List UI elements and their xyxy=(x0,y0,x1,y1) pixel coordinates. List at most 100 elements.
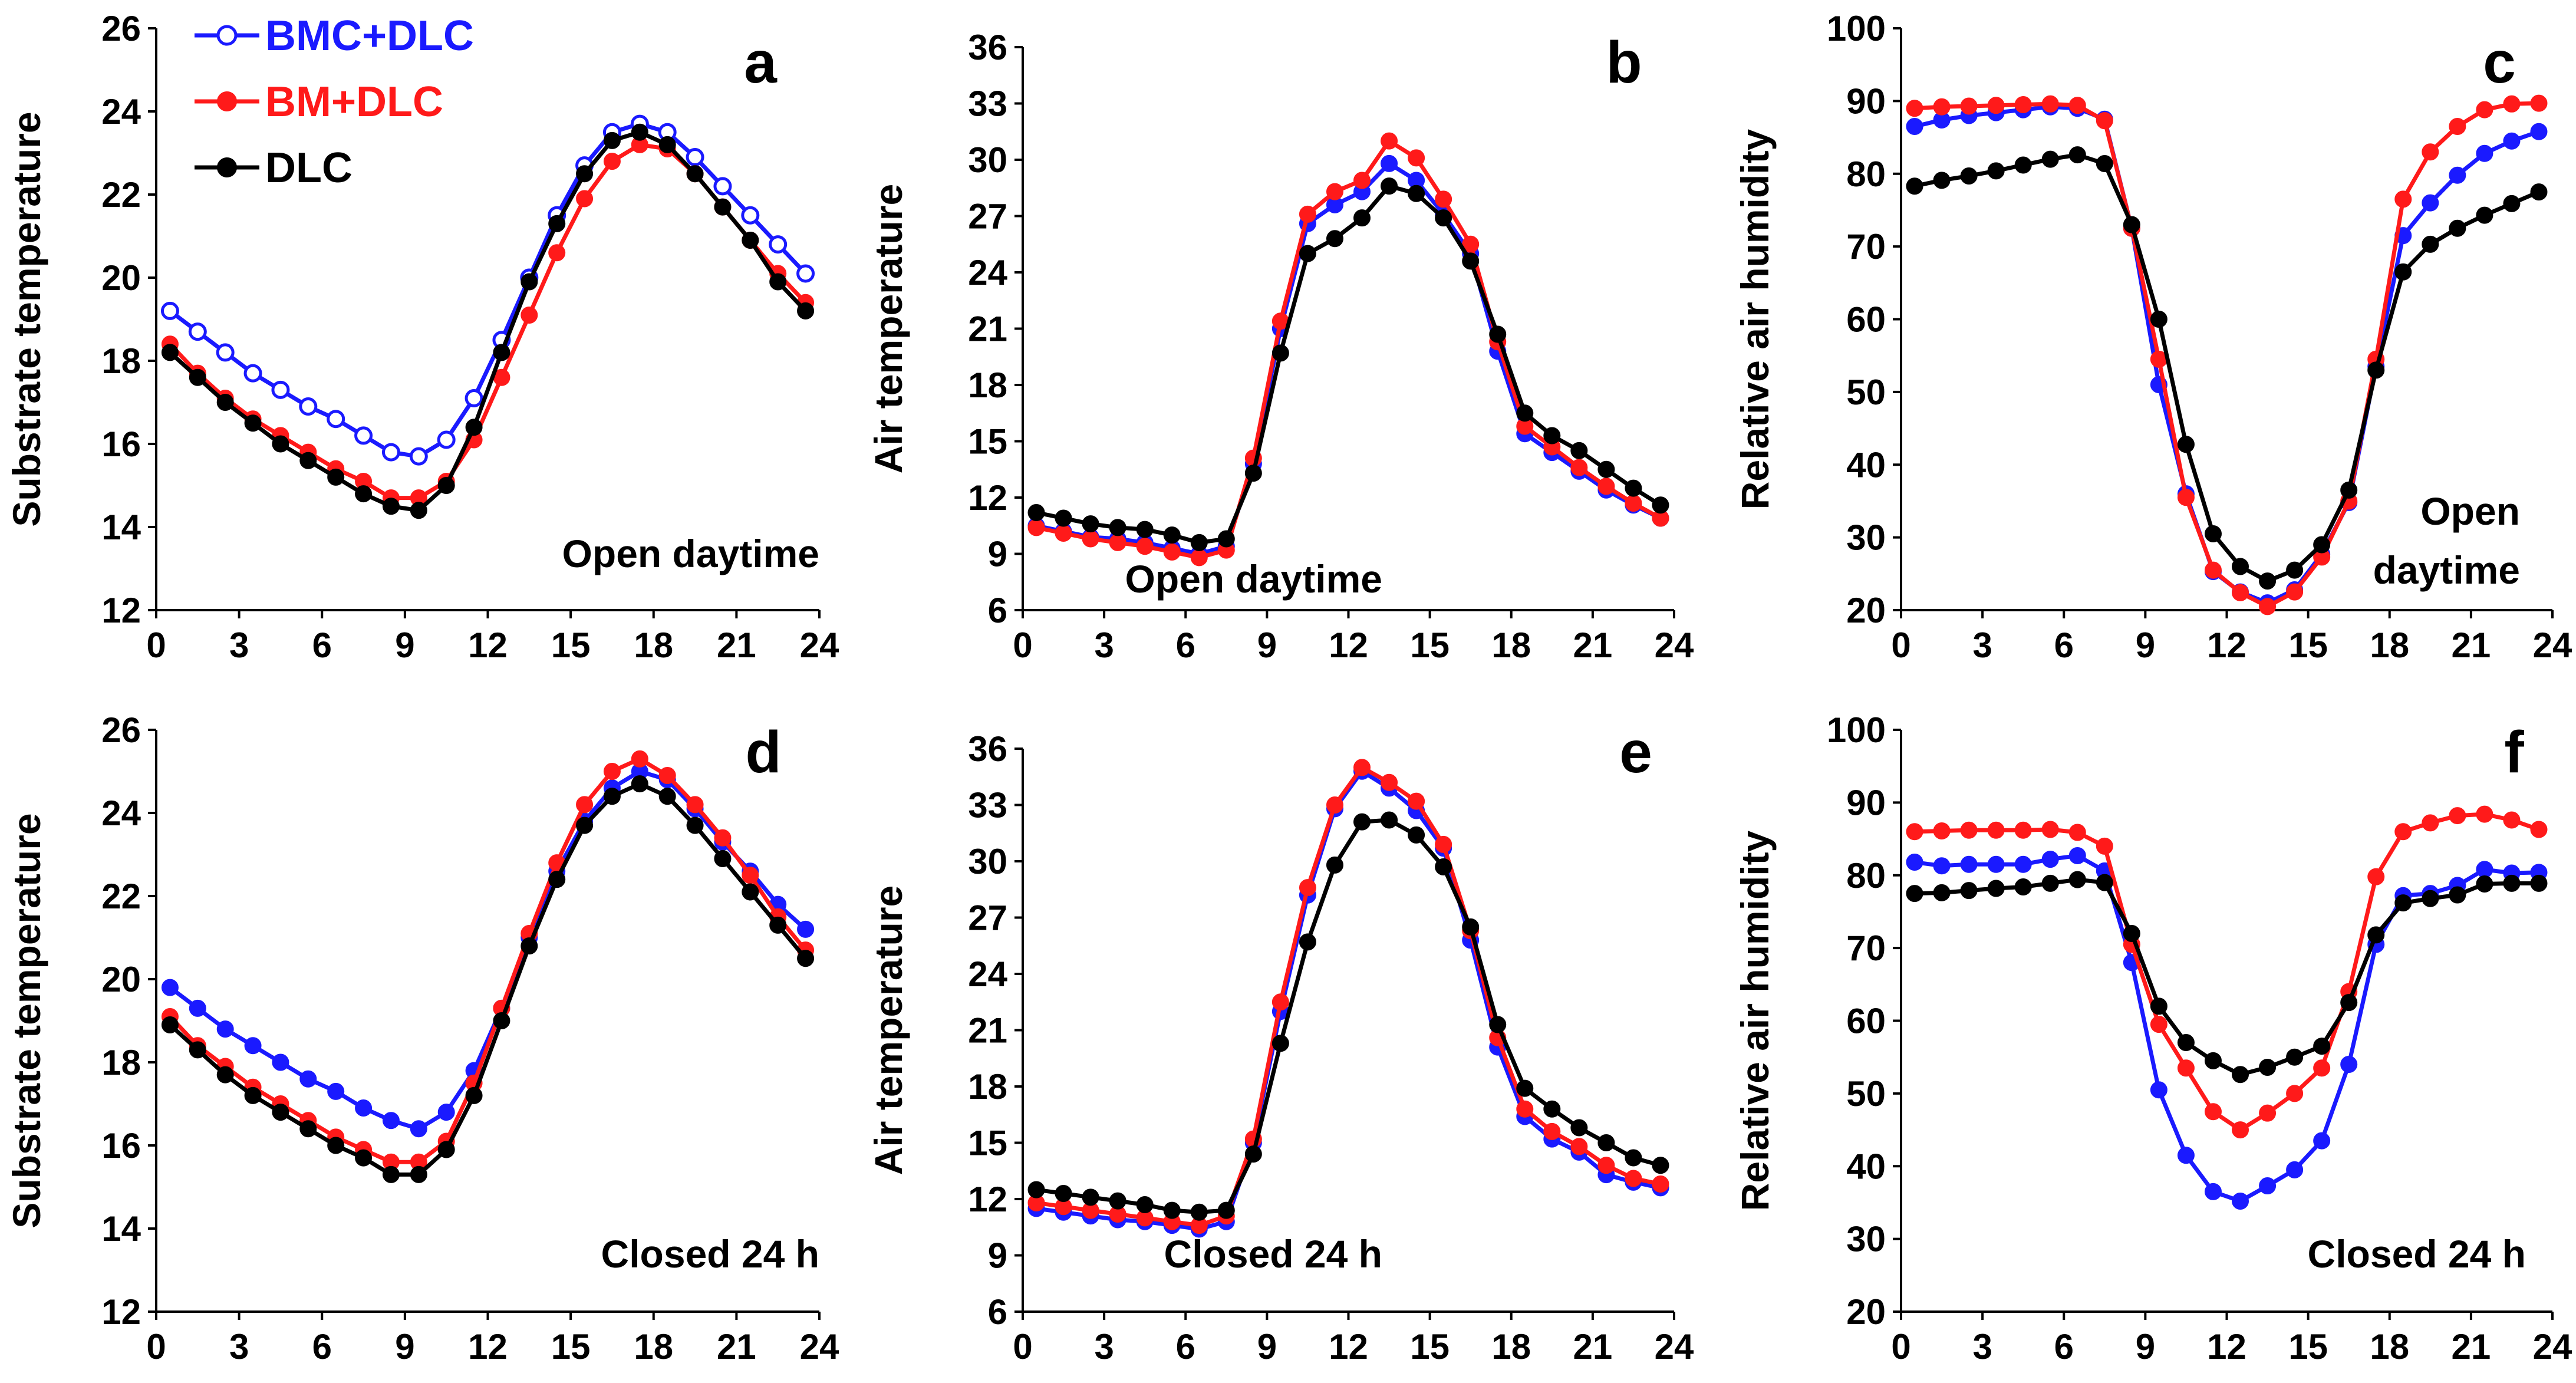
data-point xyxy=(1326,796,1343,814)
y-tick-label: 18 xyxy=(101,1043,141,1082)
y-tick-label: 90 xyxy=(1846,783,1886,822)
data-point xyxy=(2259,598,2277,615)
data-point xyxy=(2068,97,2086,114)
series-dlc xyxy=(1027,177,1669,551)
data-point xyxy=(2232,1066,2249,1084)
series-bm-dlc xyxy=(1906,805,2548,1139)
y-tick-label: 27 xyxy=(968,898,1007,938)
panel-letter: f xyxy=(2504,719,2524,785)
y-tick-label: 33 xyxy=(968,786,1007,825)
data-point xyxy=(1960,882,1978,900)
data-point xyxy=(2340,1056,2358,1074)
data-point xyxy=(2204,1052,2222,1069)
data-point xyxy=(1543,1122,1561,1140)
data-point xyxy=(1543,1100,1561,1118)
y-tick-label: 30 xyxy=(1846,518,1886,558)
x-tick-label: 0 xyxy=(146,625,166,665)
data-point xyxy=(2476,206,2493,224)
data-point xyxy=(2313,1059,2331,1077)
y-axis-label: Air temperature xyxy=(867,184,910,474)
data-point xyxy=(769,916,787,934)
data-point xyxy=(437,1104,455,1121)
data-point xyxy=(1570,1119,1588,1137)
data-point xyxy=(2313,1038,2331,1055)
data-point xyxy=(742,867,759,884)
data-point xyxy=(603,153,621,170)
data-point xyxy=(161,1016,179,1034)
data-point xyxy=(2340,994,2358,1012)
y-tick-label: 90 xyxy=(1846,81,1886,121)
y-tick-label: 18 xyxy=(968,365,1007,405)
data-point xyxy=(2503,195,2521,212)
x-tick-label: 3 xyxy=(1094,625,1114,665)
data-point xyxy=(769,235,788,254)
data-point xyxy=(1435,835,1452,853)
x-tick-label: 24 xyxy=(2533,1327,2572,1366)
x-tick-label: 3 xyxy=(229,625,249,665)
data-point xyxy=(1244,1145,1262,1163)
y-tick-label: 33 xyxy=(968,84,1007,124)
data-point xyxy=(2204,1103,2222,1121)
data-point xyxy=(1353,172,1371,189)
data-point xyxy=(2394,190,2412,208)
data-point xyxy=(1933,172,1951,189)
x-tick-label: 0 xyxy=(1013,625,1032,665)
legend-label: BMC+DLC xyxy=(265,12,474,60)
data-point xyxy=(1082,530,1099,548)
data-point xyxy=(327,410,345,429)
data-point xyxy=(631,750,648,768)
data-point xyxy=(1625,1170,1642,1187)
data-point xyxy=(1570,442,1588,459)
data-point xyxy=(410,1120,427,1138)
data-point xyxy=(2150,1016,2167,1033)
data-point xyxy=(2041,150,2059,168)
data-point xyxy=(2503,811,2521,829)
data-point xyxy=(742,232,759,249)
data-point xyxy=(272,1053,289,1071)
panel-annotation: Closed 24 h xyxy=(601,1232,819,1276)
data-point xyxy=(1381,811,1398,829)
legend: BMC+DLC BM+DLC DLC xyxy=(195,12,474,192)
data-point xyxy=(355,1149,373,1167)
data-point xyxy=(382,498,400,515)
data-point xyxy=(1271,344,1289,362)
x-tick-label: 12 xyxy=(2207,1327,2246,1366)
data-point xyxy=(355,1099,373,1117)
y-tick-label: 27 xyxy=(968,197,1007,236)
data-point xyxy=(2177,1034,2195,1052)
filled-circle-icon xyxy=(217,91,237,111)
data-point xyxy=(1027,1181,1045,1198)
data-point xyxy=(2041,95,2059,113)
x-tick-label: 21 xyxy=(2452,1327,2491,1366)
data-point xyxy=(2041,874,2059,892)
data-point xyxy=(1353,759,1371,776)
data-point xyxy=(1271,1035,1289,1052)
data-point xyxy=(2259,572,2277,590)
series-line xyxy=(1036,161,1662,556)
data-point xyxy=(271,380,290,399)
data-point xyxy=(603,131,621,149)
data-point xyxy=(2204,525,2222,542)
panel-annotation: Open daytime xyxy=(1125,557,1382,601)
data-point xyxy=(1597,1157,1615,1174)
data-point xyxy=(1625,479,1642,497)
data-point xyxy=(713,177,732,196)
data-point xyxy=(2232,558,2249,575)
data-point xyxy=(465,1086,483,1104)
panel-letter: c xyxy=(2483,29,2516,96)
data-point xyxy=(686,148,704,167)
x-tick-label: 12 xyxy=(1329,625,1368,665)
x-tick-label: 9 xyxy=(395,1327,414,1366)
x-tick-label: 6 xyxy=(2054,1327,2074,1366)
y-tick-label: 12 xyxy=(101,591,141,630)
data-point xyxy=(1408,149,1425,167)
data-point xyxy=(1906,100,1923,117)
y-tick-label: 80 xyxy=(1846,856,1886,895)
y-tick-label: 9 xyxy=(988,535,1007,574)
data-point xyxy=(2068,847,2086,864)
data-point xyxy=(1299,245,1316,262)
y-tick-label: 22 xyxy=(101,175,141,215)
data-point xyxy=(1625,1149,1642,1167)
x-tick-label: 15 xyxy=(1410,625,1450,665)
